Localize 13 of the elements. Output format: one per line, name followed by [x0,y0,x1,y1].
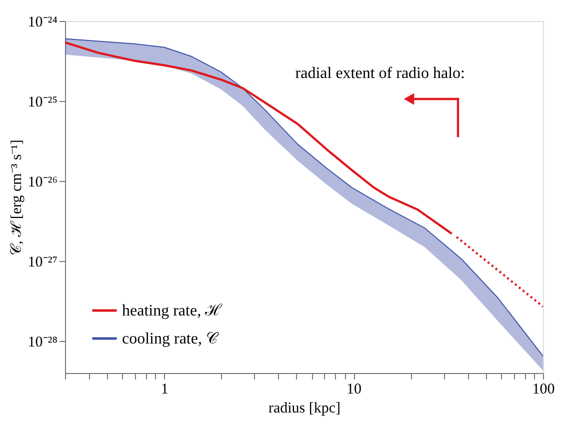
x-tick-label: 1 [160,382,168,398]
x-tick-label: 10 [346,382,362,398]
y-tick-label: 10⁻²⁴ [28,14,58,30]
annotation: radial extent of radio halo: [295,65,465,82]
y-tick-label: 10⁻²⁵ [28,94,58,111]
y-tick-label: 10⁻²⁸ [28,334,58,351]
x-axis-title: radius [kpc] [268,400,341,416]
y-axis-title: 𝒞, ℋ [erg cm⁻³ s⁻¹] [8,140,25,256]
legend-label: cooling rate, 𝒞 [122,330,219,348]
x-tick-label: 100 [532,382,555,398]
legend-label: heating rate, ℋ [122,302,224,320]
y-tick-label: 10⁻²⁶ [28,174,58,191]
y-tick-label: 10⁻²⁷ [28,254,58,271]
